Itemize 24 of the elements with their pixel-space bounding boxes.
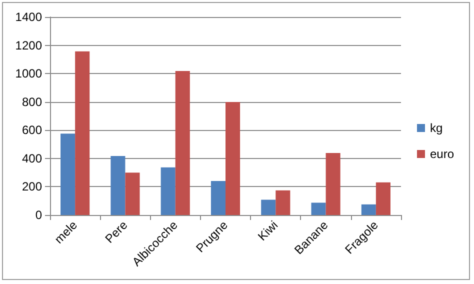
- bar: [311, 202, 326, 215]
- y-tick-label: 1200: [15, 38, 42, 52]
- bar: [226, 102, 240, 215]
- bar: [276, 190, 290, 215]
- bar: [125, 172, 140, 215]
- bar: [210, 181, 226, 215]
- y-tick-label: 1400: [15, 10, 42, 24]
- bar: [75, 51, 90, 215]
- bar: [60, 134, 76, 215]
- y-tick-label: 800: [22, 94, 42, 109]
- bar: [175, 71, 190, 215]
- legend-label: euro: [430, 147, 454, 161]
- bar: [110, 156, 126, 215]
- y-tick-label: 200: [22, 180, 42, 194]
- bar: [361, 204, 376, 215]
- y-tick-label: 1000: [15, 66, 42, 81]
- y-tick-label: 600: [22, 123, 42, 138]
- legend-label: kg: [430, 121, 443, 135]
- y-tick-label: 400: [22, 151, 42, 166]
- bar: [326, 153, 340, 215]
- bar: [160, 167, 176, 215]
- bar: [376, 182, 390, 215]
- y-tick-label: 0: [35, 208, 42, 222]
- bar: [261, 200, 276, 215]
